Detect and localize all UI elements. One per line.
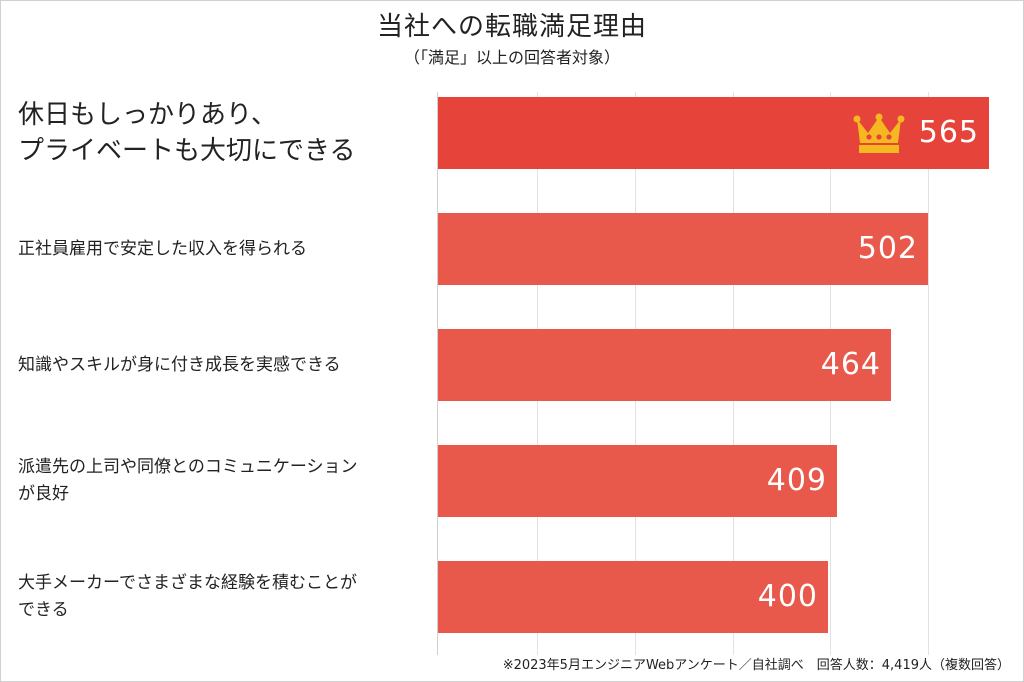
y-axis-line	[437, 92, 438, 655]
bar	[438, 445, 837, 517]
data-label: 464	[820, 347, 881, 382]
chart-title: 当社への転職満足理由	[376, 12, 647, 42]
bar	[438, 97, 989, 169]
data-label: 565	[918, 115, 979, 150]
category-label: 大手メーカーでさまざまな経験を積むことが できる	[18, 573, 357, 620]
bar	[438, 213, 928, 285]
data-label: 400	[757, 579, 818, 614]
bar	[438, 561, 828, 633]
category-label: 知識やスキルが身に付き成長を実感できる	[18, 354, 341, 375]
crown-icon	[853, 113, 905, 153]
category-label: 正社員雇用で安定した収入を得られる	[18, 238, 307, 259]
data-label: 502	[857, 231, 918, 266]
gridline	[928, 92, 929, 655]
bar	[438, 329, 891, 401]
category-label: 休日もしっかりあり、 プライベートも大切にできる	[18, 100, 356, 166]
data-label: 409	[766, 463, 827, 498]
category-label: 派遣先の上司や同僚とのコミュニケーション が良好	[18, 457, 358, 504]
footnote: ※2023年5月エンジニアWebアンケート／自社調べ 回答人数：4,419人（複…	[502, 658, 1010, 673]
chart-subtitle: （「満足」以上の回答者対象）	[403, 48, 620, 67]
